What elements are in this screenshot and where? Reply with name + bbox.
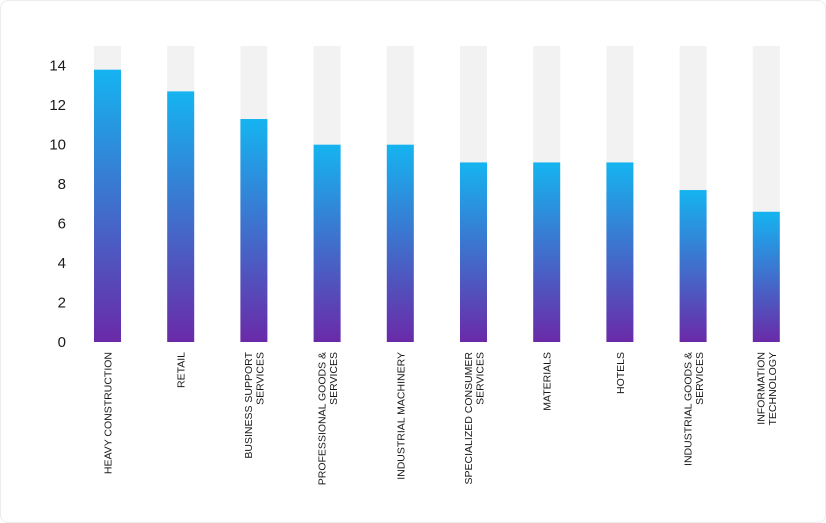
bar-tracks: [94, 46, 780, 342]
x-tick-label: BUSINESS SUPPORT SERVICES: [243, 351, 267, 458]
bar: [460, 162, 487, 342]
x-tick-label-line: INDUSTRIAL GOODS &: [682, 352, 694, 466]
x-tick-label-line: SERVICES: [255, 352, 267, 405]
bar: [313, 144, 341, 342]
x-tick-label-line: SERVICES: [474, 352, 486, 405]
y-tick-label: 6: [58, 216, 66, 233]
y-tick-label: 12: [49, 97, 66, 114]
bar: [94, 69, 121, 343]
y-tick-label: 4: [58, 255, 66, 272]
bar: [752, 211, 780, 342]
y-tick-label: 14: [49, 58, 66, 75]
x-tick-label-line: SERVICES: [694, 352, 706, 405]
y-tick-label: 10: [49, 137, 66, 154]
x-tick-label: INDUSTRIAL MACHINERY: [395, 352, 407, 480]
bars: [94, 69, 780, 343]
x-tick-label: RETAIL: [176, 352, 188, 388]
y-axis: 0 2 4 6 8 10 12 14: [49, 58, 66, 351]
bar: [240, 119, 268, 342]
bar: [167, 91, 195, 343]
x-tick-label: PROFESSIONAL GOODS & SERVICES: [316, 352, 340, 485]
x-tick-label-line: INDUSTRIAL MACHINERY: [395, 352, 407, 480]
y-tick-label: 8: [58, 176, 66, 193]
x-tick-label-line: TECHNOLOGY: [767, 352, 779, 426]
x-tick-label: INDUSTRIAL GOODS & SERVICES: [682, 352, 706, 466]
x-tick-label-line: SPECIALIZED CONSUMER: [463, 352, 475, 485]
bar: [679, 190, 707, 342]
x-tick-label: HEAVY CONSTRUCTION: [103, 352, 115, 474]
x-tick-label-line: INFORMATION: [756, 352, 768, 425]
bar: [533, 162, 561, 342]
x-tick-label-line: BUSINESS SUPPORT: [243, 351, 255, 458]
y-tick-label: 0: [58, 334, 66, 351]
x-tick-label: SPECIALIZED CONSUMER SERVICES: [463, 352, 487, 485]
x-tick-label: HOTELS: [615, 352, 627, 394]
x-tick-label: INFORMATION TECHNOLOGY: [756, 352, 780, 426]
x-axis: HEAVY CONSTRUCTION RETAIL BUSINESS SUPPORT…: [103, 351, 780, 485]
y-tick-label: 2: [58, 295, 66, 312]
x-tick-label-line: RETAIL: [176, 352, 188, 388]
x-tick-label-line: SERVICES: [328, 352, 340, 405]
bar: [386, 144, 414, 342]
x-tick-label-line: HOTELS: [615, 352, 627, 394]
x-tick-label: MATERIALS: [542, 352, 554, 411]
x-tick-label-line: PROFESSIONAL GOODS &: [316, 352, 328, 485]
x-tick-label-line: HEAVY CONSTRUCTION: [103, 352, 115, 474]
bar: [606, 162, 634, 342]
x-tick-label-line: MATERIALS: [542, 352, 554, 411]
